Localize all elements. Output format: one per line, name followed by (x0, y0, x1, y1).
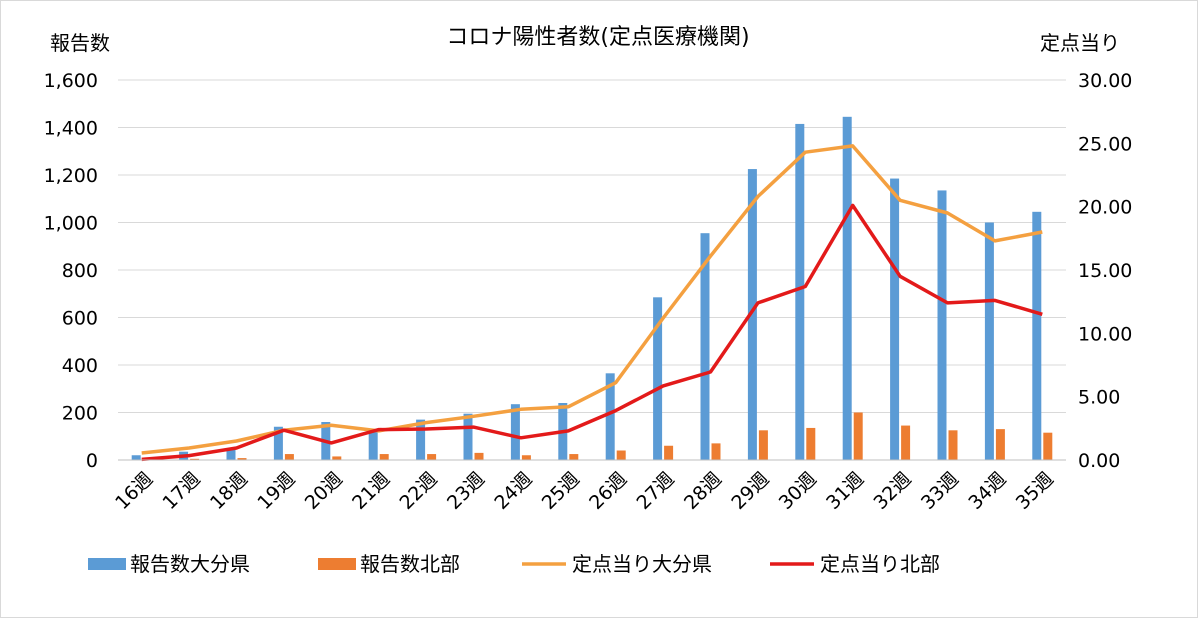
bar (937, 190, 947, 460)
right-tick-label: 25.00 (1078, 133, 1132, 155)
bar (237, 458, 247, 460)
bar (901, 425, 911, 460)
right-tick-label: 0.00 (1078, 450, 1120, 472)
x-tick-label: 18週 (206, 468, 252, 514)
x-tick-label: 32週 (870, 468, 916, 514)
bar (474, 452, 484, 460)
gridlines (118, 79, 1066, 461)
legend: 報告数大分県 報告数北部 定点当り大分県 定点当り北部 (88, 552, 940, 576)
bar (747, 169, 757, 460)
bar (569, 454, 579, 460)
left-tick-label: 1,000 (44, 213, 98, 235)
bar (1043, 432, 1053, 460)
bar (605, 373, 615, 460)
bar (890, 178, 900, 460)
x-tick-label: 16週 (111, 468, 157, 514)
x-tick-label: 35週 (1012, 468, 1058, 514)
x-tick-label: 23週 (443, 468, 489, 514)
bar (758, 430, 768, 460)
left-tick-label: 800 (62, 260, 98, 282)
right-tick-label: 20.00 (1078, 197, 1132, 219)
bar (131, 455, 141, 460)
legend-label: 報告数北部 (360, 552, 460, 576)
left-tick-label: 1,600 (44, 70, 98, 92)
bar (368, 430, 378, 460)
x-tick-label: 20週 (301, 468, 347, 514)
bar (711, 443, 721, 460)
right-tick-label: 5.00 (1078, 387, 1120, 409)
bar (226, 448, 236, 460)
bar (379, 454, 389, 460)
bar (284, 454, 294, 460)
x-tick-label: 21週 (348, 468, 394, 514)
right-tick-label: 10.00 (1078, 323, 1132, 345)
bar (416, 419, 426, 460)
lines-layer (141, 144, 1043, 462)
legend-swatch (318, 558, 356, 570)
bar (948, 430, 958, 460)
x-tick-label: 28週 (680, 468, 726, 514)
left-tick-label: 1,200 (44, 165, 98, 187)
x-tick-label: 30週 (775, 468, 821, 514)
bar (853, 412, 863, 460)
x-tick-label: 22週 (396, 468, 442, 514)
chart-title: コロナ陽性者数(定点医療機関) (446, 25, 749, 50)
series-line (141, 203, 1043, 462)
left-tick-label: 400 (62, 355, 98, 377)
legend-swatch (88, 558, 126, 570)
x-tick-label: 17週 (159, 468, 205, 514)
bar (1032, 211, 1042, 460)
bar (795, 123, 805, 460)
bar (806, 427, 816, 460)
left-tick-label: 600 (62, 308, 98, 330)
x-tick-label: 25週 (538, 468, 584, 514)
right-tick-label: 30.00 (1078, 70, 1132, 92)
left-tick-label: 200 (62, 403, 98, 425)
x-tick-label: 24週 (490, 468, 536, 514)
bar (664, 445, 674, 460)
bar (190, 458, 200, 460)
bar (700, 233, 710, 460)
right-tick-label: 15.00 (1078, 260, 1132, 282)
legend-label: 定点当り北部 (820, 552, 940, 576)
x-tick-label: 31週 (822, 468, 868, 514)
left-axis-label: 報告数 (50, 31, 110, 55)
bar (332, 456, 342, 460)
left-tick-label: 0 (86, 450, 98, 472)
bar (463, 413, 473, 460)
bar (984, 222, 994, 460)
legend-label: 報告数大分県 (130, 552, 250, 576)
bar (273, 426, 283, 460)
bar (616, 450, 626, 460)
bar (995, 429, 1005, 460)
x-tick-label: 29週 (727, 468, 773, 514)
x-tick-label: 26週 (585, 468, 631, 514)
right-axis-label: 定点当り (1040, 31, 1120, 55)
bar (427, 454, 437, 460)
x-tick-label: 34週 (964, 468, 1010, 514)
legend-label: 定点当り大分県 (572, 552, 712, 576)
x-tick-label: 27週 (633, 468, 679, 514)
x-tick-label: 19週 (253, 468, 299, 514)
bars-layer (131, 116, 1053, 460)
series-line (141, 144, 1043, 455)
left-tick-label: 1,400 (44, 118, 98, 140)
bar (510, 404, 520, 460)
bar (521, 455, 531, 460)
bar (653, 297, 663, 460)
x-tick-label: 33週 (917, 468, 963, 514)
axes-layer: 0 200 400 600 800 1,000 1,200 1,400 1,600 0.00 5.0… (44, 70, 1133, 514)
bar (842, 116, 852, 460)
